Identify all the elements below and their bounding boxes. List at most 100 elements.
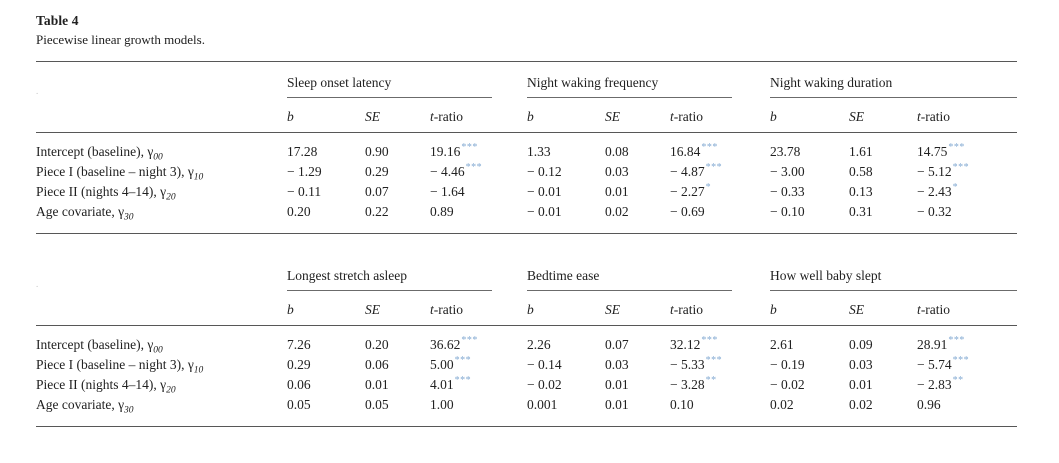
t-value: 14.75 xyxy=(917,144,948,159)
significance-stars: * xyxy=(952,181,959,193)
cell-se: 0.90 xyxy=(365,144,389,159)
cell-se: 0.01 xyxy=(365,377,389,392)
column-gap xyxy=(732,162,770,182)
se-label: SE xyxy=(365,302,380,317)
cell-b: − 0.33 xyxy=(770,184,805,199)
t-value: − 2.83 xyxy=(917,377,952,392)
stub-cell xyxy=(36,290,287,326)
significance-stars: * xyxy=(705,181,712,193)
stub-cell: . xyxy=(36,62,287,98)
cell-t-ratio: 28.91*** xyxy=(917,326,1017,356)
growth-models-table-panel-2: . Longest stretch asleep Bedtime ease Ho… xyxy=(36,255,1018,427)
significance-stars: *** xyxy=(461,141,478,153)
column-gap xyxy=(732,395,770,427)
table-row-age-covariate: Age covariate, γ30 0.20 0.22 0.89 − 0.01… xyxy=(36,202,1017,234)
cell-se: 0.06 xyxy=(365,357,389,372)
row-label-text: Intercept (baseline), γ xyxy=(36,337,154,352)
column-gap xyxy=(492,395,527,427)
significance-stars: *** xyxy=(952,354,970,366)
column-gap xyxy=(492,355,527,375)
subheader-se: SE xyxy=(605,290,671,326)
cell-t-ratio: − 2.83** xyxy=(917,375,1017,395)
se-label: SE xyxy=(605,302,621,317)
row-label: Piece I (baseline – night 3), γ10 xyxy=(36,355,287,375)
cell-t-ratio: − 1.64 xyxy=(430,182,492,202)
gamma-subscript: 00 xyxy=(153,152,163,163)
paper-table-4: Table 4 Piecewise linear growth models. … xyxy=(36,13,1018,427)
group-header-how-well-baby-slept: How well baby slept xyxy=(770,255,1018,291)
table-row-intercept: Intercept (baseline), γ00 7.26 0.20 36.6… xyxy=(36,326,1017,356)
column-gap xyxy=(732,97,771,133)
cell-se: 0.09 xyxy=(849,337,873,352)
cell-se: 0.22 xyxy=(365,204,389,219)
cell-se: 0.03 xyxy=(605,164,629,179)
cell-b: 0.29 xyxy=(287,357,311,372)
t-value: 16.84 xyxy=(670,144,701,159)
row-label: Intercept (baseline), γ00 xyxy=(36,133,287,163)
cell-b: − 0.01 xyxy=(527,184,562,199)
subheader-b: b xyxy=(527,97,606,133)
cell-b: 23.78 xyxy=(770,144,801,159)
t-label: t xyxy=(670,302,674,317)
cell-se: 0.05 xyxy=(365,397,389,412)
subheader-b: b xyxy=(287,290,365,326)
column-gap xyxy=(492,375,527,395)
cell-t-ratio: − 4.87*** xyxy=(670,162,732,182)
cell-t-ratio: 4.01*** xyxy=(430,375,492,395)
cell-t-ratio: − 2.27* xyxy=(670,182,732,202)
significance-stars: ** xyxy=(705,374,717,386)
cell-se: 0.01 xyxy=(605,377,629,392)
column-gap xyxy=(492,62,527,98)
t-value: 0.10 xyxy=(670,397,694,412)
t-value: 1.00 xyxy=(430,397,454,412)
group-header-bedtime-ease: Bedtime ease xyxy=(527,255,733,291)
table-caption: Piecewise linear growth models. xyxy=(36,32,205,47)
t-value: − 2.43 xyxy=(917,184,952,199)
cell-b: − 0.14 xyxy=(527,357,562,372)
cell-t-ratio: 19.16*** xyxy=(430,133,492,163)
row-label-text: Piece I (baseline – night 3), γ xyxy=(36,357,194,372)
t-value: 28.91 xyxy=(917,337,948,352)
t-value: − 2.27 xyxy=(670,184,705,199)
cell-se: 0.01 xyxy=(605,184,629,199)
row-label: Piece II (nights 4–14), γ20 xyxy=(36,182,287,202)
subheader-se: SE xyxy=(849,290,918,326)
cell-b: 1.33 xyxy=(527,144,551,159)
cell-b: − 0.19 xyxy=(770,357,805,372)
subheader-t-ratio: t-ratio xyxy=(670,97,733,133)
cell-se: 1.61 xyxy=(849,144,873,159)
subheader-row: b SE t-ratio b SE t-ratio b SE t-ratio xyxy=(36,97,1018,133)
ratio-label: -ratio xyxy=(433,302,464,317)
cell-b: 0.20 xyxy=(287,204,311,219)
ratio-label: -ratio xyxy=(920,302,951,317)
se-label: SE xyxy=(365,109,380,124)
cell-b: − 0.01 xyxy=(527,204,562,219)
cell-b: − 0.12 xyxy=(527,164,562,179)
column-gap xyxy=(732,375,770,395)
t-label: t xyxy=(917,302,921,317)
column-gap xyxy=(492,290,528,326)
cell-t-ratio: 0.10 xyxy=(670,395,732,427)
significance-stars: *** xyxy=(454,374,472,386)
cell-t-ratio: 1.00 xyxy=(430,395,492,427)
table-row-intercept: Intercept (baseline), γ00 17.28 0.90 19.… xyxy=(36,133,1017,163)
ratio-label: -ratio xyxy=(433,109,464,124)
gamma-subscript: 20 xyxy=(166,385,176,396)
column-gap xyxy=(732,182,770,202)
subheader-t-ratio: t-ratio xyxy=(430,97,493,133)
t-value: 36.62 xyxy=(430,337,461,352)
cell-se: 0.31 xyxy=(849,204,873,219)
significance-stars: *** xyxy=(948,141,965,153)
significance-stars: *** xyxy=(465,161,483,173)
cell-se: 0.20 xyxy=(365,337,389,352)
significance-stars: *** xyxy=(948,334,965,346)
row-label: Age covariate, γ30 xyxy=(36,202,287,234)
t-value: 0.96 xyxy=(917,397,941,412)
significance-stars: *** xyxy=(705,161,723,173)
cell-b: − 3.00 xyxy=(770,164,805,179)
cell-b: 17.28 xyxy=(287,144,318,159)
t-value: − 5.33 xyxy=(670,357,705,372)
b-label: b xyxy=(527,109,534,124)
b-label: b xyxy=(527,302,534,317)
t-label: t xyxy=(430,302,434,317)
